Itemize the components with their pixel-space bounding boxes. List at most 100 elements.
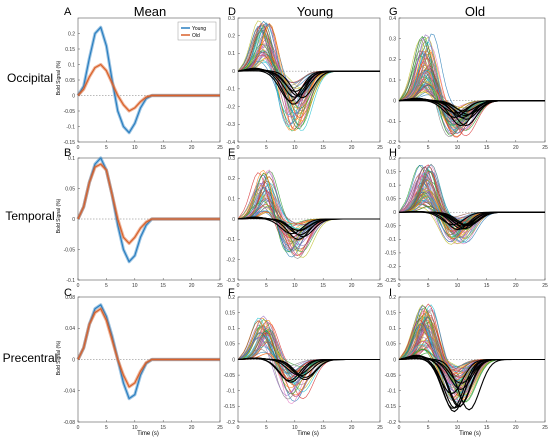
y-tick-label: -0.4: [226, 140, 235, 146]
x-tick-label: 10: [292, 283, 298, 289]
x-tick-label: 5: [265, 425, 268, 431]
y-tick-label: -0.15: [64, 140, 76, 146]
y-tick-label: -0.05: [224, 373, 236, 379]
series-band-young: [76, 25, 220, 135]
legend-young-label: Young: [192, 26, 206, 32]
outlier-curve: [237, 358, 380, 377]
y-tick-label: 0.2: [389, 57, 396, 63]
y-tick-label: -0.1: [387, 237, 396, 243]
y-tick-label: 0.1: [228, 196, 235, 202]
x-tick-label: 10: [132, 425, 138, 431]
x-tick-label: 0: [237, 283, 240, 289]
x-tick-label: 5: [265, 145, 268, 151]
legend: Young Old: [177, 21, 217, 41]
x-tick-label: 10: [292, 145, 298, 151]
x-tick-label: 0: [77, 283, 80, 289]
series-line-young: [77, 157, 220, 263]
x-tick-label: 5: [427, 283, 430, 289]
y-tick-label: -0.2: [226, 104, 235, 110]
panel-d: 0.30.20.10-0.1-0.2-0.3-0.40 5 10 15 20 25: [226, 16, 383, 151]
y-tick-label: 0.1: [389, 78, 396, 84]
y-tick-label: -0.05: [385, 373, 397, 379]
y-tick-label: 0.1: [228, 326, 235, 332]
x-tick-label: 10: [455, 283, 461, 289]
panel-a: 0.20.150.10.050-0.05-0.1-0.150 5 10 15 20 25: [64, 17, 223, 151]
y-tick-label: 0.2: [68, 31, 75, 37]
x-tick-label: 15: [484, 425, 490, 431]
y-tick-label: 0: [232, 357, 235, 363]
x-tick-label: 25: [377, 283, 383, 289]
ylabel-row-2: Bold Signal (%): [56, 198, 62, 233]
x-tick-label: 5: [105, 425, 108, 431]
x-tick-label: 5: [105, 283, 108, 289]
y-tick-label: 0.04: [65, 326, 75, 332]
panel-e: 0.30.20.10-0.1-0.2-0.30 5 10 15 20 25: [226, 156, 383, 289]
panel-i: 0.20.150.10.050-0.05-0.1-0.15-0.20 5 10 15 2…: [385, 295, 548, 431]
series-band-young: [76, 303, 220, 401]
xlabel-mean: Time (s): [137, 431, 159, 437]
y-tick-label: -0.05: [385, 224, 397, 230]
y-tick-label: -0.1: [387, 119, 396, 125]
x-tick-label: 0: [398, 283, 401, 289]
ylabel-row-3: Bold Signal (%): [56, 340, 62, 375]
x-tick-label: 5: [427, 145, 430, 151]
panel-letter-c: C: [64, 287, 72, 299]
x-tick-label: 25: [217, 425, 223, 431]
y-tick-label: 0.4: [389, 16, 396, 22]
panels-group: 0.20.150.10.050-0.05-0.1-0.150 5 10 15 20 250…: [64, 16, 548, 431]
y-tick-label: 0: [72, 357, 75, 363]
y-tick-label: 0.1: [68, 62, 75, 68]
y-tick-label: -0.1: [387, 389, 396, 395]
y-tick-label: 0.2: [228, 34, 235, 40]
series-line-old: [77, 308, 220, 388]
row-title-temporal: Temporal: [5, 209, 54, 223]
y-tick-label: 0: [393, 210, 396, 216]
panel-letter-e: E: [228, 147, 235, 159]
subject-curve: [237, 193, 380, 240]
y-tick-label: -0.25: [385, 278, 397, 284]
y-tick-label: -0.1: [226, 389, 235, 395]
x-tick-label: 20: [349, 283, 355, 289]
y-tick-label: 0: [72, 217, 75, 223]
x-tick-label: 25: [217, 145, 223, 151]
series-band-young: [76, 156, 220, 264]
outlier-curve: [398, 354, 545, 408]
plot-frame: [398, 157, 546, 281]
x-tick-label: 15: [160, 145, 166, 151]
x-tick-label: 20: [189, 283, 195, 289]
y-tick-label: -0.04: [64, 389, 76, 395]
outlier-curve: [237, 216, 380, 240]
x-tick-label: 20: [189, 425, 195, 431]
y-tick-label: -0.2: [226, 257, 235, 263]
panel-b: 0.10.050-0.05-0.10 5 10 15 20 25: [64, 156, 223, 289]
y-tick-label: -0.2: [387, 264, 396, 270]
y-tick-label: -0.3: [226, 278, 235, 284]
column-title-young: Young: [297, 4, 333, 19]
panel-letter-d: D: [228, 6, 236, 18]
y-tick-label: 0.1: [228, 51, 235, 57]
y-tick-label: -0.08: [64, 420, 76, 426]
y-tick-label: 0.05: [386, 342, 396, 348]
x-tick-label: 10: [455, 145, 461, 151]
x-tick-label: 20: [513, 283, 519, 289]
x-tick-label: 15: [320, 145, 326, 151]
x-tick-label: 5: [265, 283, 268, 289]
x-tick-label: 25: [542, 425, 548, 431]
x-tick-label: 20: [349, 145, 355, 151]
panel-f: 0.20.150.10.050-0.05-0.1-0.15-0.20 5 10 15 2…: [224, 295, 383, 431]
y-tick-label: 0: [72, 93, 75, 99]
y-tick-label: -0.3: [226, 122, 235, 128]
x-tick-label: 15: [160, 425, 166, 431]
y-tick-label: 0.05: [225, 342, 235, 348]
y-tick-label: 0.3: [389, 36, 396, 42]
plot-frame: [237, 17, 381, 143]
x-tick-label: 25: [217, 283, 223, 289]
x-tick-label: 10: [132, 145, 138, 151]
y-tick-label: -0.2: [226, 420, 235, 426]
y-tick-label: 0.05: [65, 78, 75, 84]
y-tick-label: 0: [232, 69, 235, 75]
y-tick-label: 0.15: [386, 169, 396, 175]
subject-curve: [237, 336, 380, 396]
y-tick-label: 0: [393, 357, 396, 363]
